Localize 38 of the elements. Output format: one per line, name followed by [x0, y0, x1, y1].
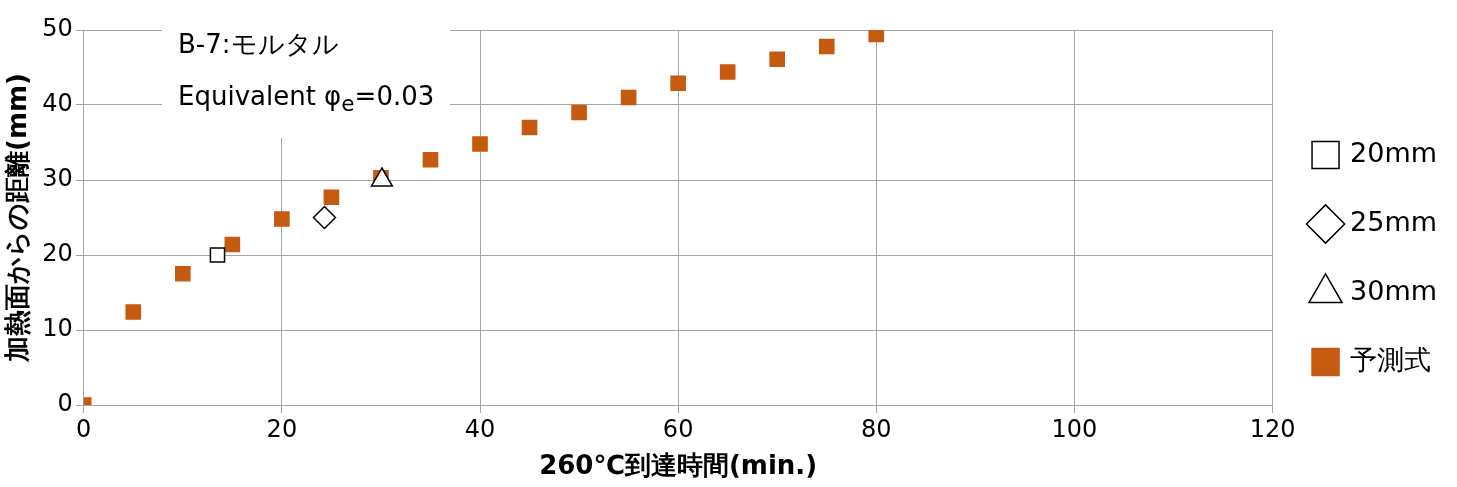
point — [620, 89, 637, 106]
point — [209, 247, 226, 263]
point — [174, 265, 191, 282]
point — [818, 38, 835, 55]
legend-label: 予測式 — [1350, 344, 1432, 376]
y-tick-label: 40 — [42, 89, 73, 118]
y-tick-label: 10 — [42, 314, 73, 343]
x-tick-label: 80 — [861, 414, 892, 443]
y-tick-label: 0 — [57, 389, 73, 418]
point — [323, 189, 340, 206]
point — [312, 205, 337, 230]
annotation: Equivalent φ$_{e}$=0.03 — [178, 80, 435, 119]
point — [274, 211, 290, 227]
y-tick-label: 50 — [42, 14, 73, 43]
x-axis-title: 260℃到達時間(min.) — [539, 450, 818, 481]
point — [571, 104, 587, 121]
x-tick-label: 100 — [1051, 414, 1098, 443]
point — [422, 151, 439, 168]
x-tick-label: 40 — [464, 414, 496, 443]
y-axis-title: 加熱面からの距離(mm) — [2, 73, 33, 363]
point — [472, 136, 488, 152]
legend-label: 30mm — [1350, 275, 1438, 307]
point — [719, 64, 736, 80]
point — [224, 236, 241, 253]
point — [521, 119, 538, 136]
x-tick-label: 60 — [662, 414, 694, 443]
x-tick-label: 120 — [1249, 414, 1296, 443]
point — [125, 304, 142, 320]
legend-label: 20mm — [1350, 137, 1438, 169]
x-tick-label: 0 — [76, 414, 92, 443]
annotation: B-7:モルタル — [178, 28, 340, 61]
y-tick-label: 20 — [42, 239, 73, 268]
point — [769, 51, 786, 68]
y-tick-label: 30 — [42, 164, 73, 193]
point — [868, 30, 885, 43]
point — [670, 75, 686, 92]
legend-label: 25mm — [1350, 206, 1438, 238]
x-tick-label: 20 — [266, 414, 298, 443]
